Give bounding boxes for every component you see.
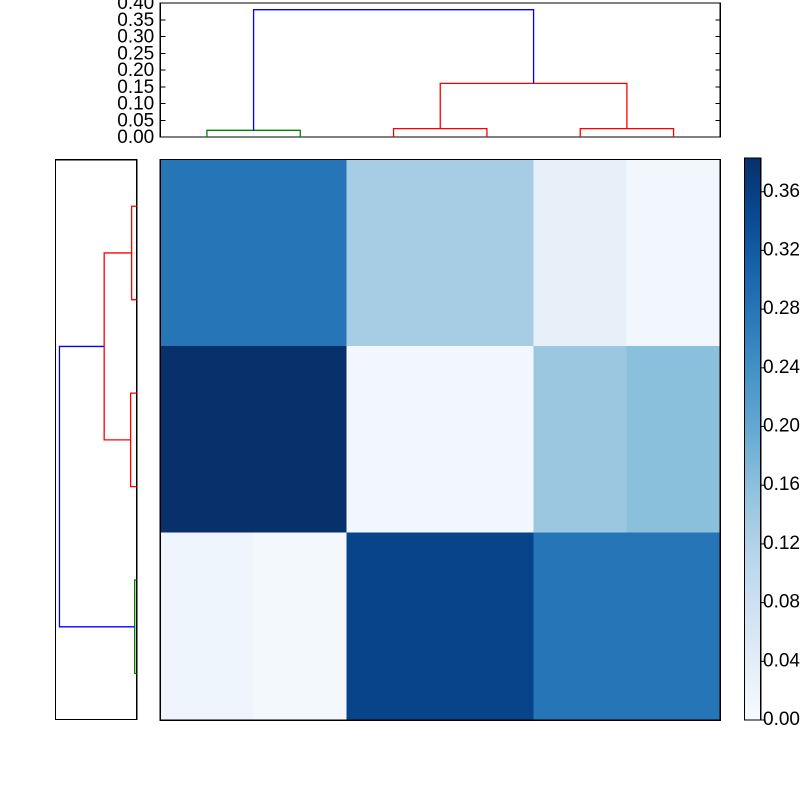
svg-text:0.36: 0.36 — [763, 181, 800, 202]
svg-text:0.00: 0.00 — [763, 709, 800, 730]
svg-text:0.32: 0.32 — [763, 239, 800, 260]
svg-text:0.40: 0.40 — [117, 0, 154, 14]
svg-text:0.08: 0.08 — [763, 592, 800, 613]
svg-text:0.24: 0.24 — [763, 357, 800, 378]
svg-text:0.28: 0.28 — [763, 298, 800, 319]
svg-text:0.16: 0.16 — [763, 474, 800, 495]
svg-text:0.12: 0.12 — [763, 533, 800, 554]
svg-text:0.04: 0.04 — [763, 650, 800, 671]
svg-text:0.20: 0.20 — [763, 416, 800, 437]
